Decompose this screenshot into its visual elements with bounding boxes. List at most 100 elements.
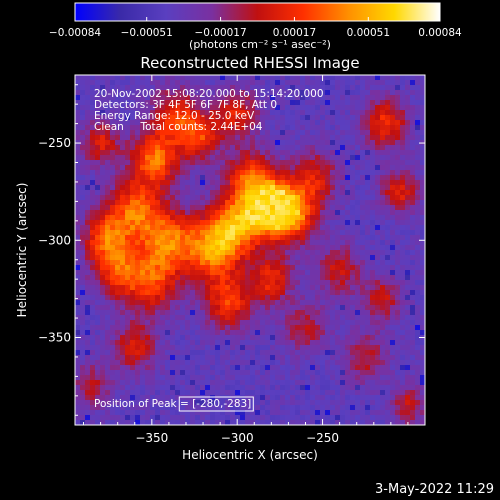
heatmap-cell [140, 225, 146, 231]
heatmap-cell [345, 230, 351, 236]
heatmap-cell [95, 155, 101, 161]
heatmap-cell [225, 355, 231, 361]
heatmap-cell [230, 375, 236, 381]
heatmap-cell [415, 260, 421, 266]
heatmap-cell [325, 190, 331, 196]
heatmap-cell [85, 385, 91, 391]
heatmap-cell [400, 170, 406, 176]
heatmap-cell [95, 405, 101, 411]
heatmap-cell [285, 185, 291, 191]
heatmap-cell [250, 225, 256, 231]
heatmap-cell [145, 415, 151, 421]
heatmap-cell [405, 340, 411, 346]
heatmap-cell [165, 360, 171, 366]
heatmap-cell [195, 195, 201, 201]
heatmap-cell [325, 100, 331, 106]
heatmap-cell [365, 265, 371, 271]
heatmap-cell [260, 245, 266, 251]
heatmap-cell [195, 140, 201, 146]
heatmap-cell [400, 75, 406, 81]
heatmap-cell [410, 370, 416, 376]
heatmap-cell [225, 185, 231, 191]
heatmap-cell [330, 370, 336, 376]
heatmap-cell [80, 355, 86, 361]
heatmap-cell [190, 170, 196, 176]
heatmap-cell [365, 225, 371, 231]
heatmap-cell [235, 395, 241, 401]
heatmap-cell [345, 255, 351, 261]
heatmap-cell [340, 335, 346, 341]
heatmap-cell [225, 95, 231, 101]
heatmap-cell [275, 420, 281, 425]
heatmap-cell [230, 255, 236, 261]
heatmap-cell [205, 80, 211, 86]
heatmap-cell [390, 135, 396, 141]
heatmap-cell [320, 370, 326, 376]
heatmap-cell [325, 345, 331, 351]
heatmap-cell [300, 375, 306, 381]
heatmap-cell [115, 325, 121, 331]
heatmap-cell [100, 385, 106, 391]
heatmap-cell [355, 410, 361, 416]
heatmap-cell [295, 220, 301, 226]
heatmap-cell [365, 280, 371, 286]
heatmap-cell [120, 325, 126, 331]
heatmap-cell [125, 215, 131, 221]
heatmap-cell [245, 230, 251, 236]
heatmap-cell [375, 160, 381, 166]
heatmap-cell [325, 335, 331, 341]
heatmap-cell [230, 120, 236, 126]
heatmap-cell [200, 80, 206, 86]
heatmap-cell [365, 115, 371, 121]
heatmap-cell [80, 135, 86, 141]
heatmap-cell [150, 320, 156, 326]
heatmap-cell [335, 130, 341, 136]
heatmap-cell [305, 290, 311, 296]
heatmap-cell [160, 395, 166, 401]
heatmap-cell [85, 340, 91, 346]
heatmap-cell [120, 415, 126, 421]
heatmap-cell [415, 80, 421, 86]
heatmap-cell [85, 225, 91, 231]
heatmap-cell [215, 190, 221, 196]
heatmap-cell [230, 340, 236, 346]
heatmap-cell [250, 375, 256, 381]
heatmap-cell [290, 365, 296, 371]
heatmap-cell [170, 120, 176, 126]
heatmap-cell [230, 200, 236, 206]
heatmap-cell [85, 165, 91, 171]
heatmap-cell [395, 130, 401, 136]
heatmap-cell [105, 125, 111, 131]
heatmap-cell [110, 415, 116, 421]
heatmap-cell [80, 110, 86, 116]
heatmap-cell [155, 350, 161, 356]
heatmap-cell [350, 290, 356, 296]
heatmap-cell [220, 205, 226, 211]
heatmap-cell [295, 105, 301, 111]
heatmap-cell [90, 175, 96, 181]
heatmap-cell [260, 330, 266, 336]
heatmap-cell [370, 310, 376, 316]
heatmap-cell [180, 225, 186, 231]
heatmap-cell [125, 380, 131, 386]
heatmap-cell [330, 360, 336, 366]
heatmap-cell [155, 340, 161, 346]
heatmap-cell [320, 125, 326, 131]
heatmap-cell [350, 190, 356, 196]
heatmap-cell [275, 285, 281, 291]
heatmap-cell [270, 180, 276, 186]
heatmap-cell [240, 415, 246, 421]
heatmap-cell [245, 300, 251, 306]
heatmap-cell [255, 360, 261, 366]
heatmap-cell [185, 105, 191, 111]
heatmap-cell [390, 330, 396, 336]
heatmap-cell [360, 80, 366, 86]
heatmap-cell [105, 150, 111, 156]
heatmap-cell [165, 300, 171, 306]
heatmap-cell [315, 270, 321, 276]
heatmap-cell [405, 295, 411, 301]
heatmap-cell [225, 210, 231, 216]
heatmap-cell [410, 410, 416, 416]
heatmap-cell [265, 345, 271, 351]
